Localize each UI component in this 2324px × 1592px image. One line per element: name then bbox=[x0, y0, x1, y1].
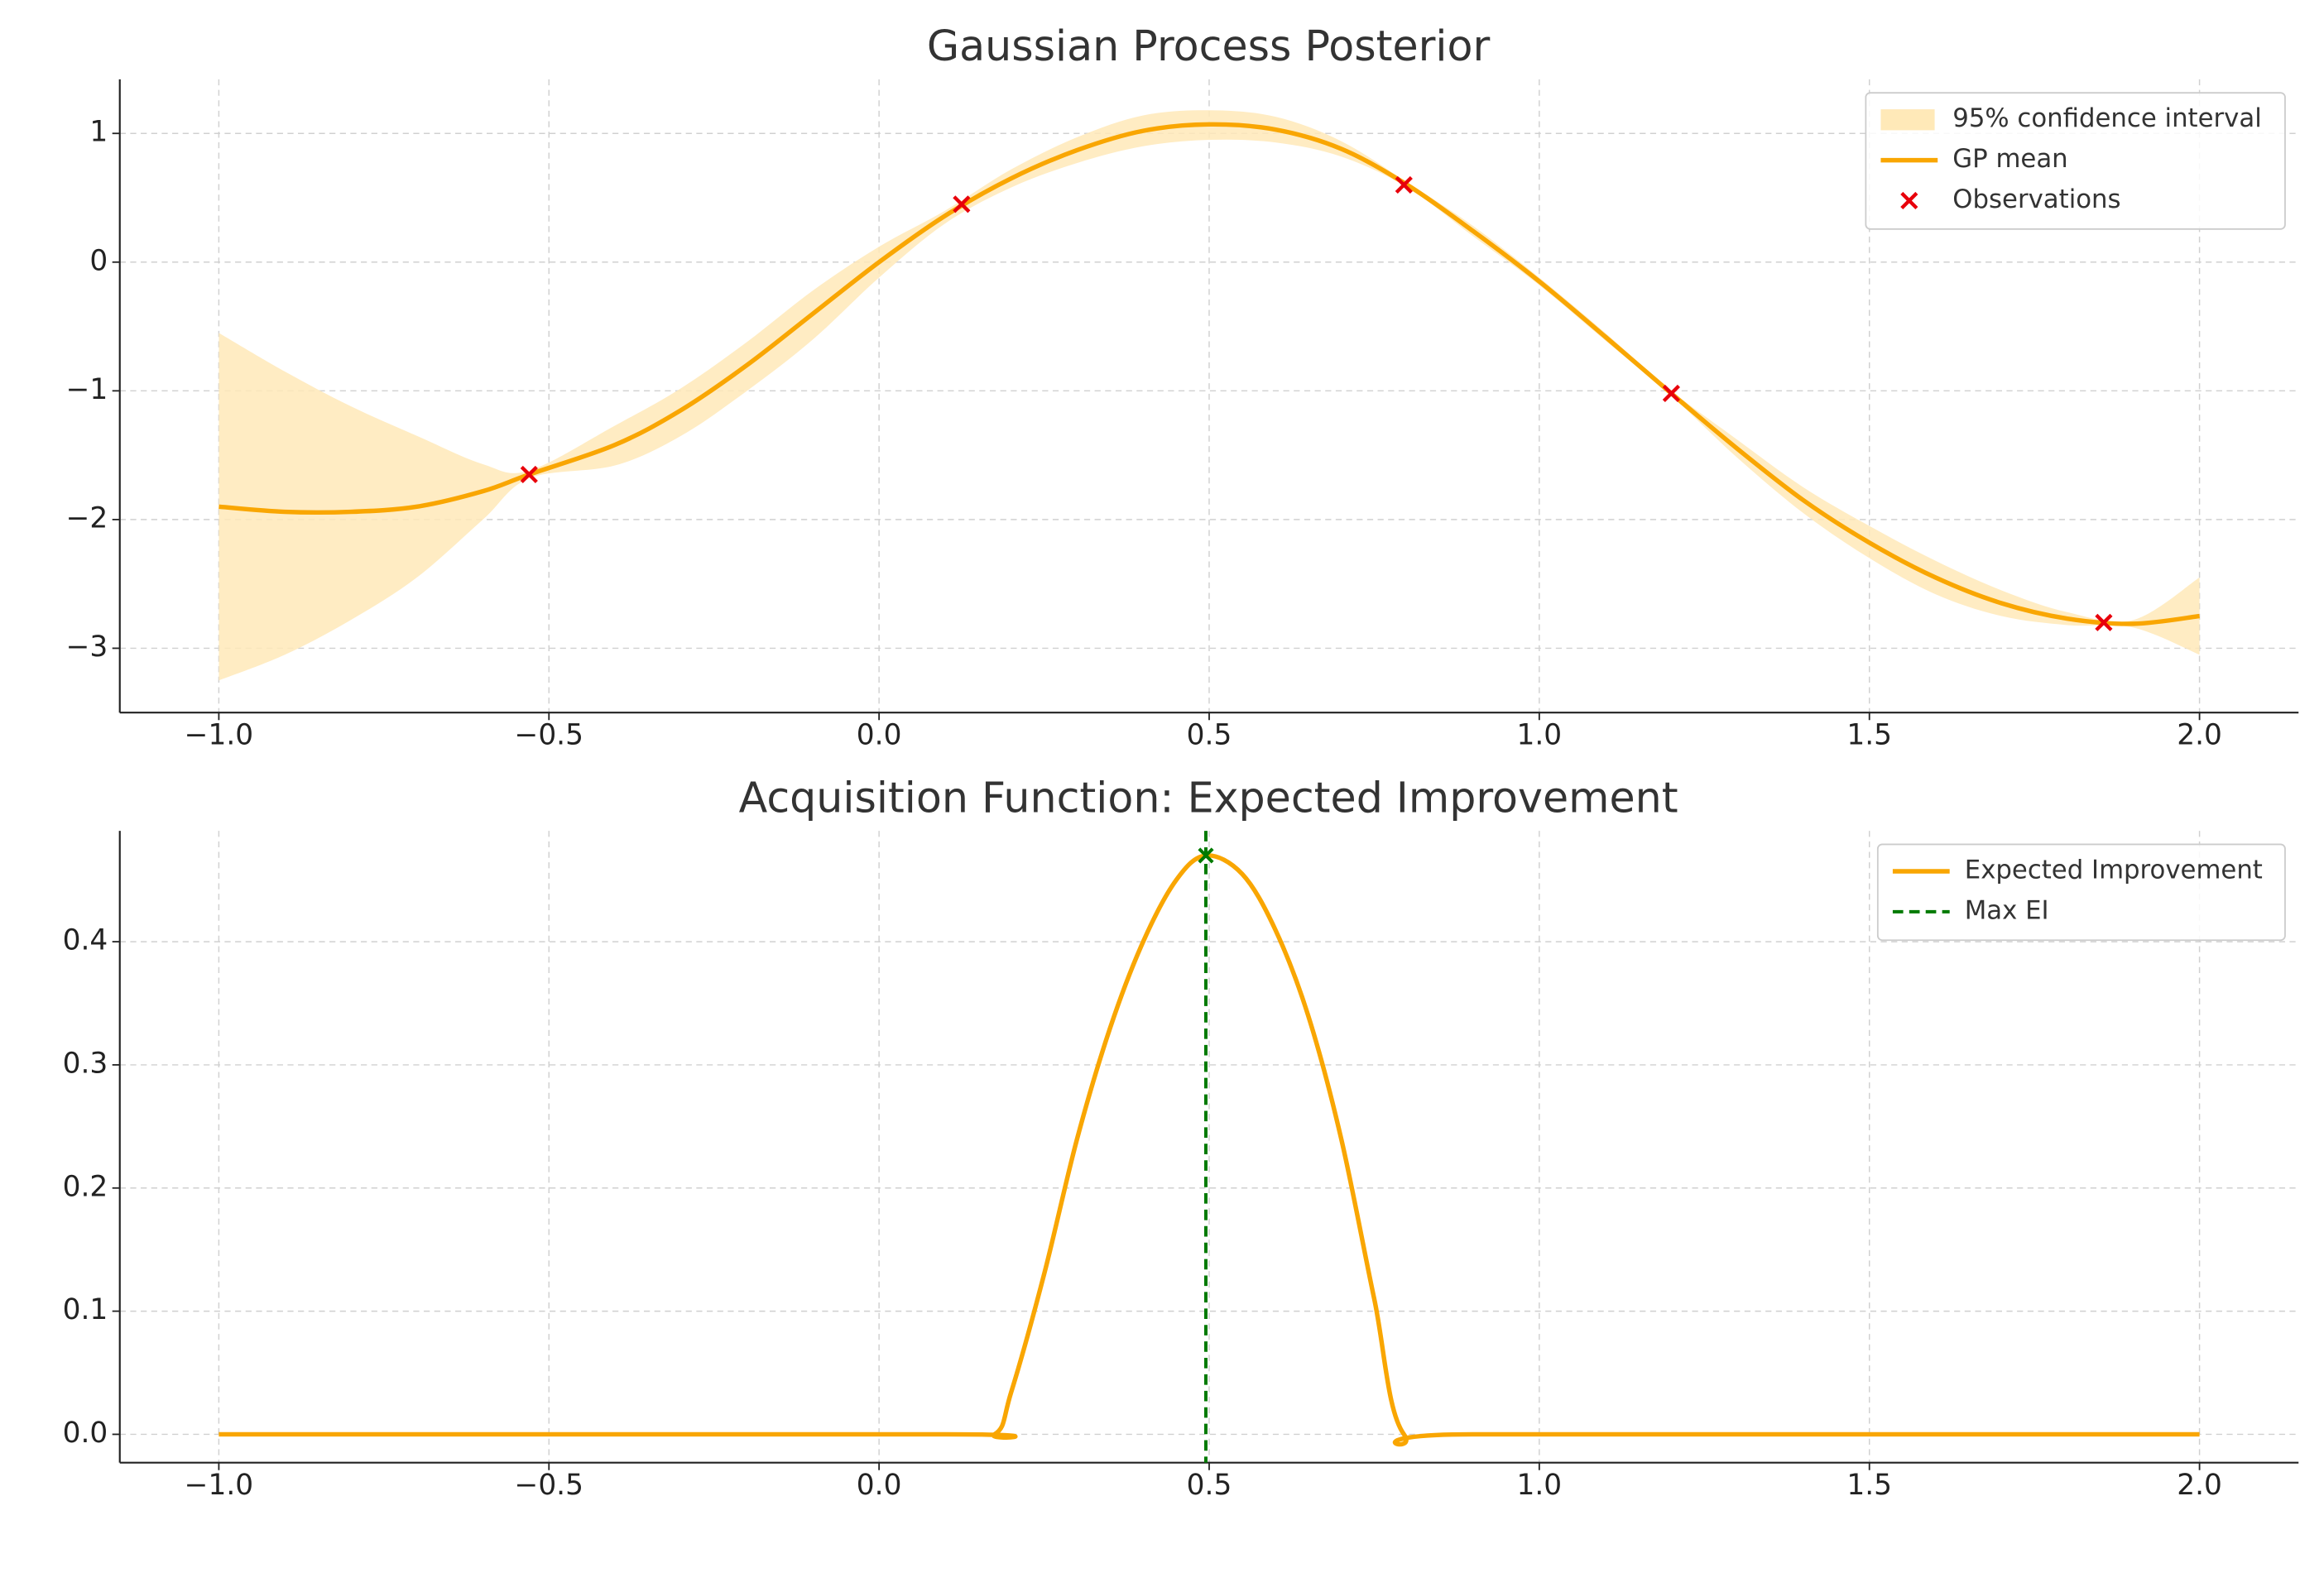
chart-title: Acquisition Function: Expected Improveme… bbox=[739, 773, 1678, 822]
x-tick-label: −0.5 bbox=[515, 719, 583, 752]
legend-box bbox=[1876, 843, 2286, 942]
y-tick-label: 0.1 bbox=[63, 1293, 108, 1326]
y-tick-label: 0.4 bbox=[63, 924, 108, 957]
x-tick-label: 0.5 bbox=[1187, 1469, 1232, 1502]
marker bbox=[953, 195, 971, 213]
chart-title: Gaussian Process Posterior bbox=[927, 22, 1491, 70]
y-tick-label: 0.3 bbox=[63, 1047, 108, 1080]
legend-label: GP mean bbox=[1952, 144, 2067, 174]
x-tick-label: 0.5 bbox=[1187, 719, 1232, 752]
x-tick-label: −0.5 bbox=[515, 1469, 583, 1502]
x-tick-label: 1.0 bbox=[1517, 1469, 1563, 1502]
x-tick-label: 2.0 bbox=[2177, 1469, 2222, 1502]
legend-swatch bbox=[1880, 109, 1935, 131]
x-tick-label: 1.0 bbox=[1517, 719, 1563, 752]
legend-label: Observations bbox=[1952, 185, 2120, 214]
marker bbox=[2095, 613, 2113, 631]
x-tick-label: −1.0 bbox=[185, 1469, 253, 1502]
y-tick-label: 0.0 bbox=[63, 1417, 108, 1450]
y-tick-label: 0 bbox=[89, 244, 108, 277]
x-tick-label: −1.0 bbox=[185, 719, 253, 752]
legend-label: Max EI bbox=[1965, 895, 2049, 925]
y-tick-label: −2 bbox=[66, 501, 108, 535]
marker bbox=[1662, 384, 1680, 403]
line bbox=[218, 853, 2200, 1447]
marker bbox=[1198, 847, 1214, 864]
y-tick-label: 1 bbox=[89, 116, 108, 149]
marker bbox=[520, 465, 538, 484]
legend-swatch bbox=[1900, 191, 1918, 210]
marker bbox=[1395, 175, 1413, 194]
y-tick-label: −1 bbox=[66, 373, 108, 406]
x-tick-label: 0.0 bbox=[857, 1469, 902, 1502]
legend-label: 95% confidence interval bbox=[1952, 103, 2261, 133]
x-tick-label: 2.0 bbox=[2177, 719, 2222, 752]
y-tick-label: 0.2 bbox=[63, 1170, 108, 1203]
y-tick-label: −3 bbox=[66, 631, 108, 664]
x-tick-label: 1.5 bbox=[1846, 1469, 1892, 1502]
line bbox=[218, 122, 2200, 626]
x-tick-label: 1.5 bbox=[1846, 719, 1892, 752]
x-tick-label: 0.0 bbox=[857, 719, 902, 752]
legend-box bbox=[1865, 92, 2286, 230]
legend-label: Expected Improvement bbox=[1965, 856, 2263, 885]
